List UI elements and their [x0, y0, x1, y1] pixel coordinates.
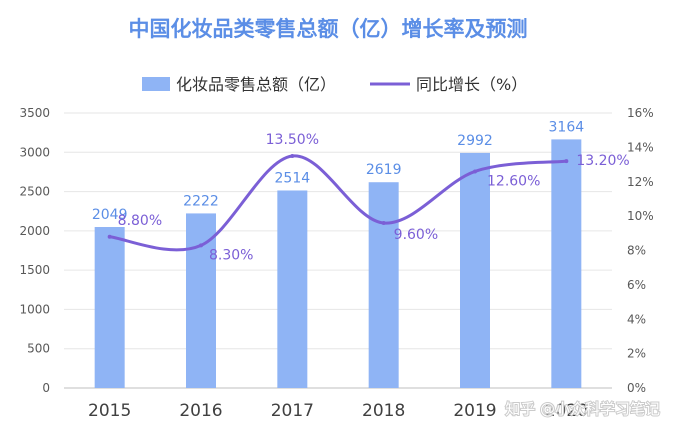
y-right-tick-label: 14%: [627, 140, 654, 154]
bar-value-label: 2619: [366, 162, 402, 178]
line-point: [107, 234, 112, 239]
bar-value-label: 2992: [457, 133, 493, 149]
line-point: [473, 169, 477, 174]
bar: [186, 213, 216, 388]
line-value-label: 8.80%: [118, 213, 162, 229]
y-left-tick-label: 2500: [19, 185, 50, 199]
y-left-tick-label: 500: [27, 342, 50, 356]
line-value-label: 12.60%: [487, 173, 540, 189]
y-right-tick-label: 10%: [627, 209, 654, 223]
watermark-text: 知乎 @小众科学习笔记: [505, 400, 660, 418]
x-tick-label: 2016: [179, 401, 222, 421]
y-left-tick-label: 3000: [19, 145, 50, 159]
y-left-tick-label: 1000: [19, 302, 50, 316]
bar-value-label: 2049: [92, 207, 128, 223]
y-right-tick-label: 6%: [627, 278, 646, 292]
line-value-label: 8.30%: [209, 247, 253, 263]
y-right-tick-label: 16%: [627, 106, 654, 120]
growth-line: [109, 154, 567, 252]
y-left-tick-label: 3500: [19, 106, 50, 120]
line-point: [199, 243, 203, 248]
line-value-label: 13.20%: [576, 153, 629, 169]
x-tick-label: 2020: [545, 401, 588, 421]
bar-value-label: 3164: [549, 119, 585, 135]
line-series: 8.80% 8.30% 13.50% 9.60% 12.60% 13.20%: [107, 132, 630, 263]
legend-line-label: 同比增长（%）: [416, 75, 527, 94]
y-right-tick-label: 12%: [627, 175, 654, 189]
bar-value-label: 2514: [275, 170, 311, 186]
y-right-tick-label: 2%: [627, 347, 646, 361]
line-point: [290, 153, 295, 158]
chart-title: 中国化妆品类零售总额（亿）增长率及预测: [129, 17, 528, 41]
bar: [94, 227, 125, 388]
y-axis-right: 0% 2% 4% 6% 8% 10% 12% 14% 16%: [627, 106, 654, 395]
y-right-tick-label: 4%: [627, 312, 646, 326]
x-axis: 2015 2016 2017 2018 2019 2020: [88, 401, 588, 421]
line-value-label: 9.60%: [394, 227, 438, 243]
line-point: [564, 159, 569, 164]
bar: [277, 190, 308, 388]
legend: 化妆品零售总额（亿） 同比增长（%）: [142, 75, 527, 94]
bar: [460, 152, 490, 388]
y-right-tick-label: 8%: [627, 244, 646, 258]
bar: [551, 139, 582, 388]
legend-bar-swatch: [142, 77, 170, 91]
line-value-label: 13.50%: [266, 132, 319, 148]
line-point: [381, 221, 386, 225]
x-tick-label: 2015: [88, 401, 131, 421]
x-tick-label: 2017: [271, 401, 314, 421]
x-tick-label: 2018: [362, 401, 405, 421]
bar-series: 2049 2222 2514 2619 2992 3164: [92, 119, 584, 388]
y-left-tick-label: 0: [42, 381, 50, 395]
bar: [368, 182, 399, 388]
y-right-tick-label: 0%: [627, 381, 646, 395]
x-tick-label: 2019: [453, 401, 496, 421]
y-axis-left: 0 500 1000 1500 2000 2500 3000 3500: [19, 106, 50, 395]
bar-value-label: 2222: [183, 193, 219, 209]
grid: [64, 112, 612, 350]
legend-bar-label: 化妆品零售总额（亿）: [176, 75, 336, 94]
y-left-tick-label: 2000: [19, 224, 50, 238]
y-left-tick-label: 1500: [19, 263, 50, 277]
